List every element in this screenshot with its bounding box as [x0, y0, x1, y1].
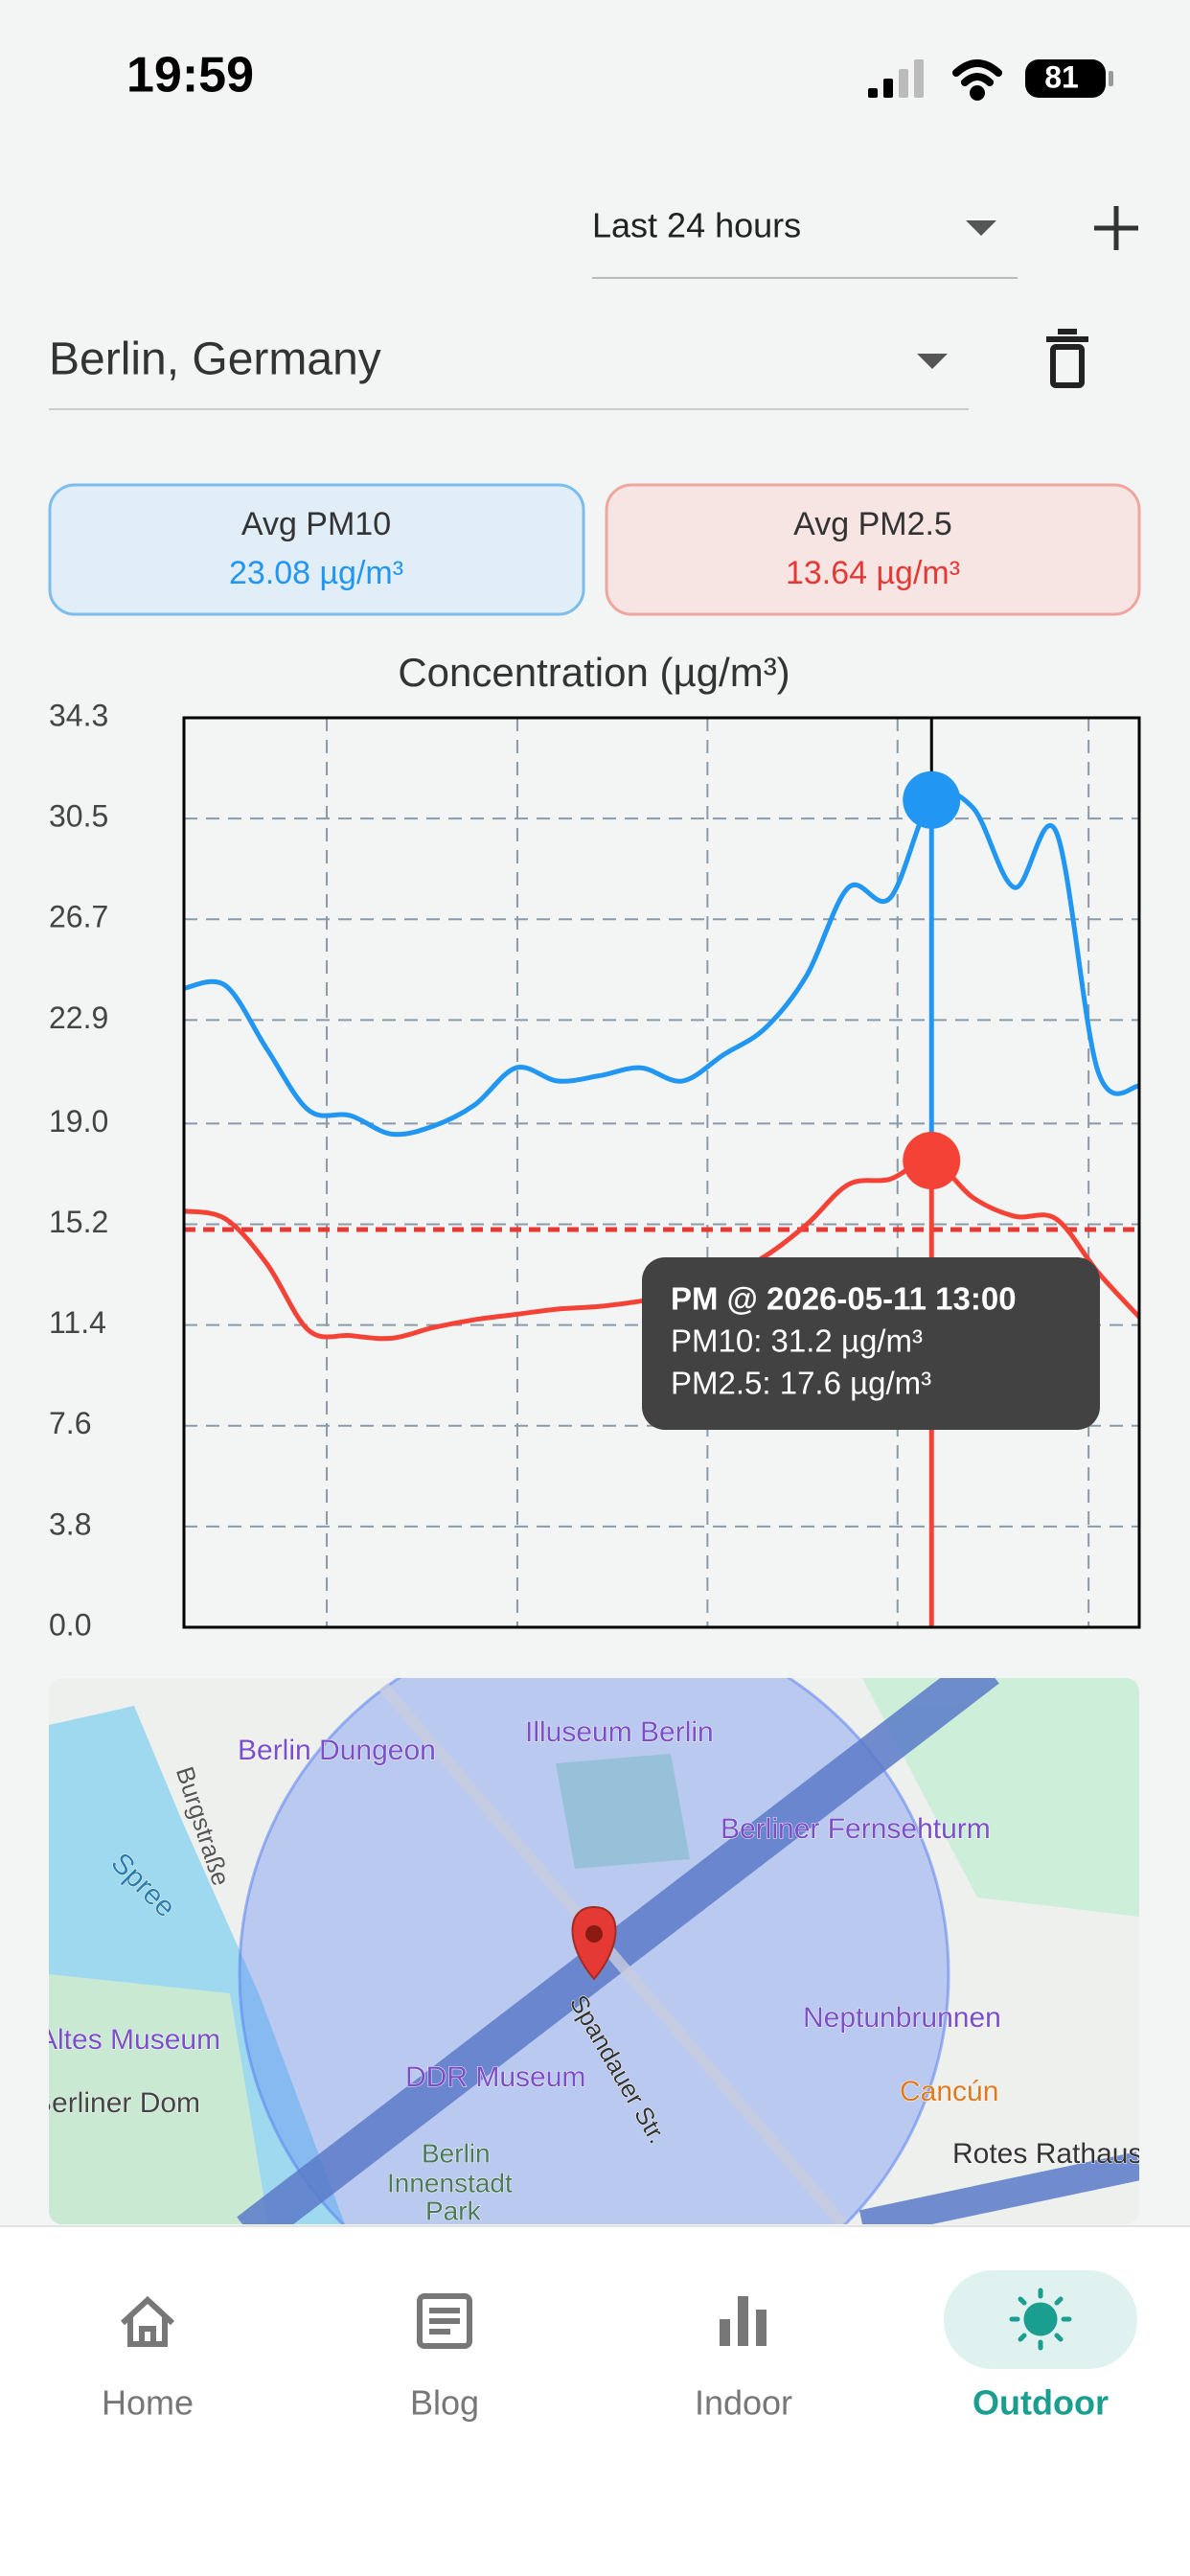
nav-labels: Home Blog Indoor Outdoor: [102, 2383, 1109, 2423]
park: [49, 1974, 268, 2224]
plot-frame: [182, 716, 1141, 1629]
tooltip-line: PM2.5: 17.6 µg/m³: [671, 1366, 931, 1401]
location-dropdown[interactable]: Berlin, Germany: [49, 334, 969, 410]
nav-label[interactable]: Blog: [410, 2383, 479, 2423]
nav-label[interactable]: Home: [102, 2383, 194, 2423]
series-line: [183, 790, 1140, 1138]
card-value: 13.64 µg/m³: [786, 555, 960, 591]
outdoor-icon[interactable]: [1009, 2288, 1072, 2351]
map-label[interactable]: Rotes Rathaus: [952, 2137, 1142, 2170]
add-button[interactable]: [1094, 206, 1138, 250]
y-tick-label: 11.4: [49, 1305, 106, 1340]
y-tick-label: 22.9: [49, 1000, 108, 1035]
y-tick-label: 0.0: [49, 1607, 91, 1642]
indoor-icon[interactable]: [720, 2296, 767, 2346]
map-label[interactable]: DDR Museum: [405, 2060, 586, 2093]
pm10-card: [48, 483, 585, 616]
map-label[interactable]: Altes Museum: [38, 2023, 221, 2056]
map-label[interactable]: Berliner Fernsehturm: [721, 1812, 992, 1845]
highlight-point: [903, 1132, 961, 1190]
tooltip-title: PM @ 2026-05-11 13:00: [671, 1281, 1017, 1317]
park: [862, 1678, 1139, 1917]
map-label[interactable]: Park: [425, 2196, 483, 2225]
range-text[interactable]: Last 24 hours: [592, 206, 801, 245]
wifi-icon: [952, 59, 1002, 101]
range-dropdown[interactable]: Last 24 hours: [592, 206, 1018, 279]
y-tick-label: 26.7: [49, 900, 108, 934]
location-pin: [571, 1905, 617, 1981]
map[interactable]: Berlin Dungeon Illuseum Berlin Berliner Fe…: [33, 1620, 1142, 2329]
blog-icon[interactable]: [417, 2293, 472, 2349]
nav-label[interactable]: Indoor: [695, 2383, 792, 2423]
delete-button[interactable]: [1046, 329, 1088, 388]
status-time: 19:59: [126, 48, 254, 104]
card-label: Avg PM10: [241, 506, 391, 542]
map-label[interactable]: Berliner Dom: [33, 2086, 201, 2119]
street: [378, 1683, 848, 2224]
tooltip-box: [642, 1257, 1100, 1430]
pm25-card: [605, 483, 1141, 616]
map-label[interactable]: Neptunbrunnen: [803, 2001, 1002, 2034]
chart-title: Concentration (µg/m³): [398, 650, 790, 695]
dropdown-arrow[interactable]: [966, 220, 996, 236]
y-tick-label: 30.5: [49, 799, 108, 834]
map-label[interactable]: Berlin: [422, 2138, 492, 2169]
battery-cap: [1109, 71, 1113, 86]
y-tick-label: 34.3: [49, 698, 108, 732]
battery-icon: [1025, 59, 1106, 98]
map-label[interactable]: Berlin Dungeon: [238, 1734, 437, 1766]
street: [858, 2151, 1139, 2224]
rail-line: [237, 1678, 999, 2224]
card-value: 23.08 µg/m³: [229, 555, 403, 591]
card-label: Avg PM2.5: [793, 506, 952, 542]
tooltip-line: PM10: 31.2 µg/m³: [671, 1323, 923, 1359]
map-label[interactable]: Illuseum Berlin: [525, 1715, 715, 1748]
nav-label[interactable]: Outdoor: [973, 2383, 1109, 2423]
y-tick-label: 15.2: [49, 1205, 108, 1239]
y-tick-label: 7.6: [49, 1406, 91, 1440]
chart: 0.0 3.8 7.6 11.4 15.2 19.0 22.9 26.7 30.5 34.3 PM …: [49, 698, 1141, 1642]
park: [556, 1754, 690, 1869]
y-tick-label: 3.8: [49, 1506, 91, 1541]
map-label[interactable]: Innenstadt: [387, 2168, 514, 2198]
location-text[interactable]: Berlin, Germany: [49, 334, 381, 385]
battery-level: 81: [1044, 59, 1079, 94]
signal-icon: [868, 59, 924, 98]
highlight-point: [903, 770, 961, 829]
home-icon[interactable]: [120, 2295, 175, 2347]
map-label[interactable]: Cancún: [900, 2075, 999, 2107]
pin-dot: [585, 1925, 603, 1943]
y-tick-label: 19.0: [49, 1104, 108, 1138]
dropdown-arrow[interactable]: [917, 354, 948, 369]
